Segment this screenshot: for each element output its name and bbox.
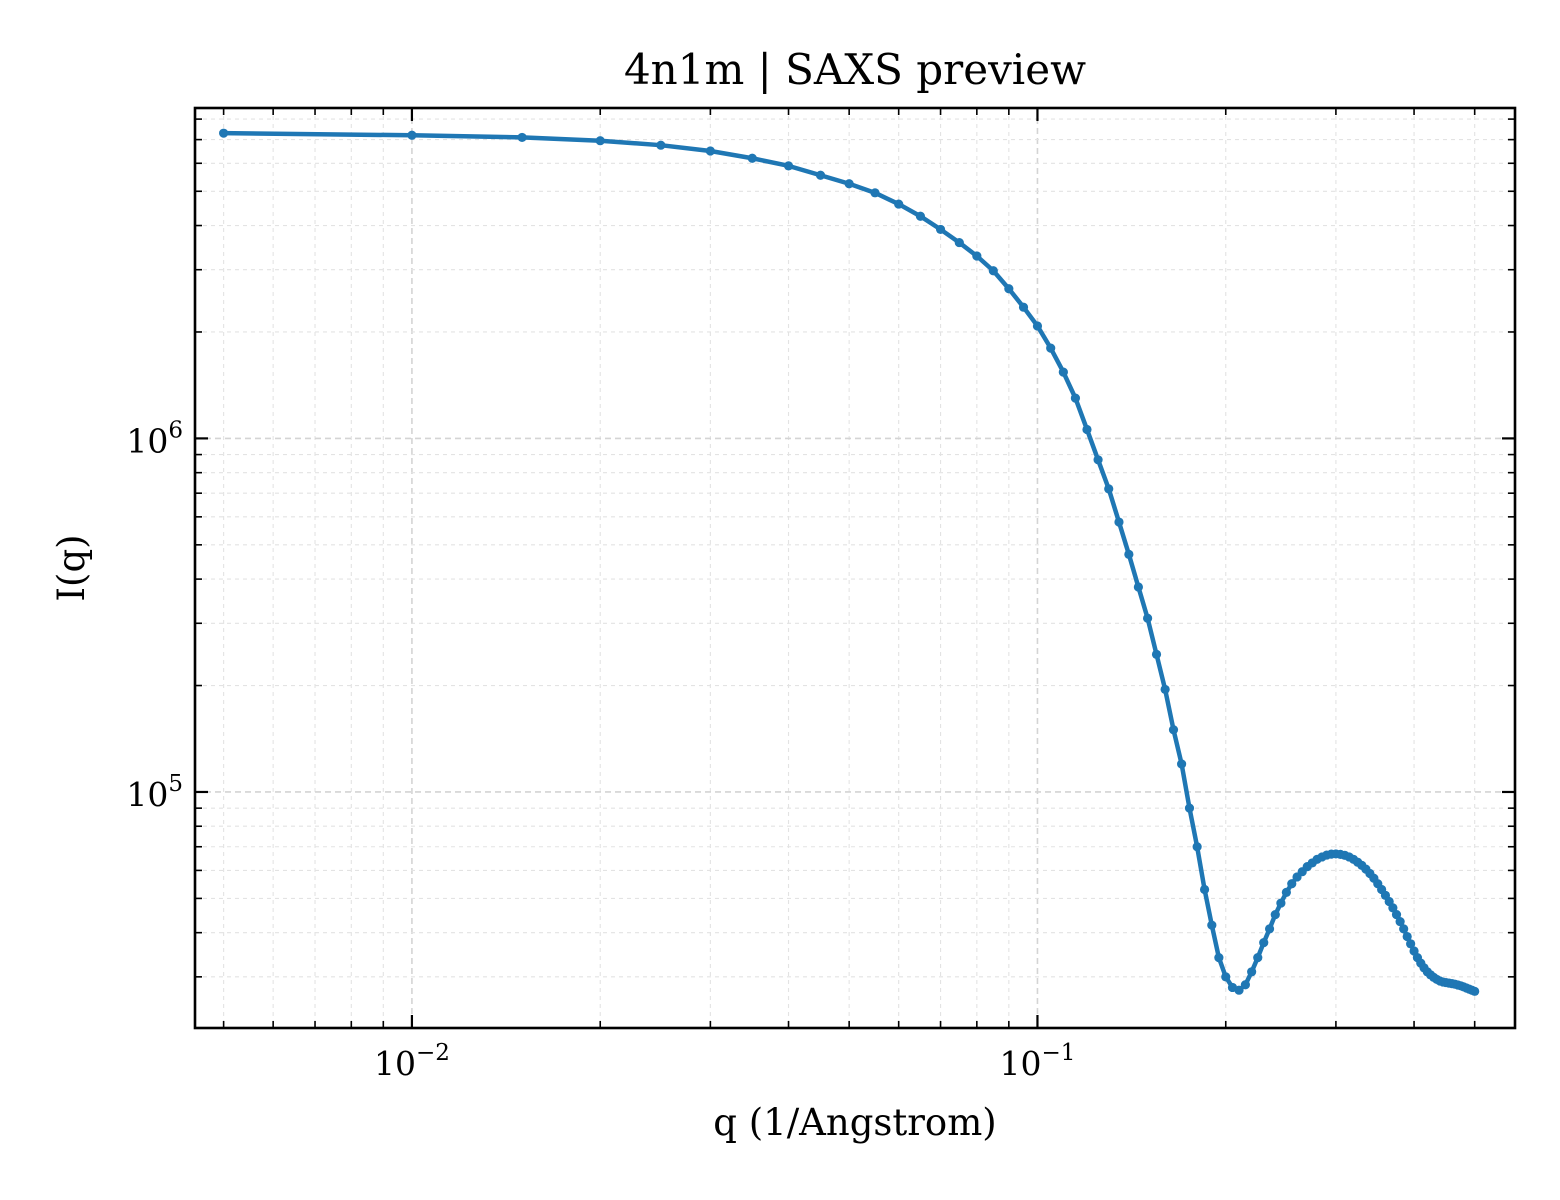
x-tick-label: 10−2: [374, 1040, 450, 1083]
data-point: [1402, 931, 1412, 942]
y-tick-label: 105: [126, 771, 183, 814]
data-point: [747, 153, 757, 163]
data-point: [1207, 920, 1217, 930]
data-point: [1270, 909, 1280, 920]
data-point: [1070, 393, 1081, 403]
data-point: [1234, 985, 1244, 995]
data-point: [1406, 939, 1416, 949]
data-point: [783, 161, 794, 171]
data-point: [972, 251, 982, 261]
y-axis-label: I(q): [50, 534, 93, 601]
data-point: [1199, 884, 1210, 895]
data-markers: [219, 128, 1480, 996]
data-point: [517, 132, 527, 143]
data-point: [1391, 909, 1402, 920]
data-point: [1018, 302, 1029, 312]
chart-title: 4n1m | SAXS preview: [624, 45, 1086, 94]
data-point: [1004, 284, 1014, 294]
data-point: [1276, 898, 1286, 908]
data-point: [1160, 684, 1170, 695]
data-point: [1032, 321, 1043, 331]
data-point: [1104, 484, 1114, 494]
data-point: [988, 266, 998, 276]
data-point: [1264, 924, 1275, 934]
data-point: [595, 136, 605, 146]
data-point: [1253, 953, 1263, 963]
data-point: [815, 170, 826, 180]
data-point: [407, 130, 417, 140]
data-point: [1168, 725, 1179, 735]
data-point: [1221, 972, 1231, 982]
data-point: [870, 188, 880, 198]
x-tick-label: 10−1: [1000, 1040, 1076, 1083]
grid: [195, 108, 1515, 1028]
data-point: [935, 224, 946, 235]
plot-frame: [193, 106, 1517, 1030]
y-tick-label: 106: [126, 417, 183, 460]
data-point: [219, 128, 229, 138]
data-point: [1214, 953, 1224, 963]
data-point: [1177, 759, 1187, 769]
data-point: [1082, 424, 1092, 435]
data-point: [1287, 879, 1297, 889]
plot-background: [195, 108, 1515, 1028]
x-tick-labels: 10−2 10−1: [374, 1040, 1075, 1083]
data-point: [1133, 582, 1143, 592]
data-point: [1143, 613, 1153, 623]
x-axis-label: q (1/Angstrom): [713, 1101, 996, 1144]
data-point: [1240, 980, 1251, 990]
data-point: [1192, 842, 1202, 852]
data-point: [954, 237, 964, 248]
data-point: [915, 211, 926, 221]
data-point: [1046, 343, 1056, 353]
data-point: [1093, 455, 1103, 465]
data-point: [1470, 986, 1480, 996]
data-point: [1399, 924, 1409, 934]
data-point: [1114, 517, 1124, 527]
data-point: [894, 199, 904, 209]
y-tick-labels: 105 106: [126, 417, 183, 814]
data-point: [1395, 916, 1405, 927]
data-point: [844, 179, 854, 189]
data-point: [1247, 967, 1257, 977]
data-point: [705, 146, 715, 156]
data-point: [1184, 803, 1195, 813]
data-point: [1058, 367, 1068, 377]
data-point: [1124, 549, 1134, 559]
data-point: [1151, 649, 1162, 659]
data-point: [656, 140, 666, 150]
data-point: [1259, 937, 1269, 948]
data-point: [1281, 887, 1291, 897]
